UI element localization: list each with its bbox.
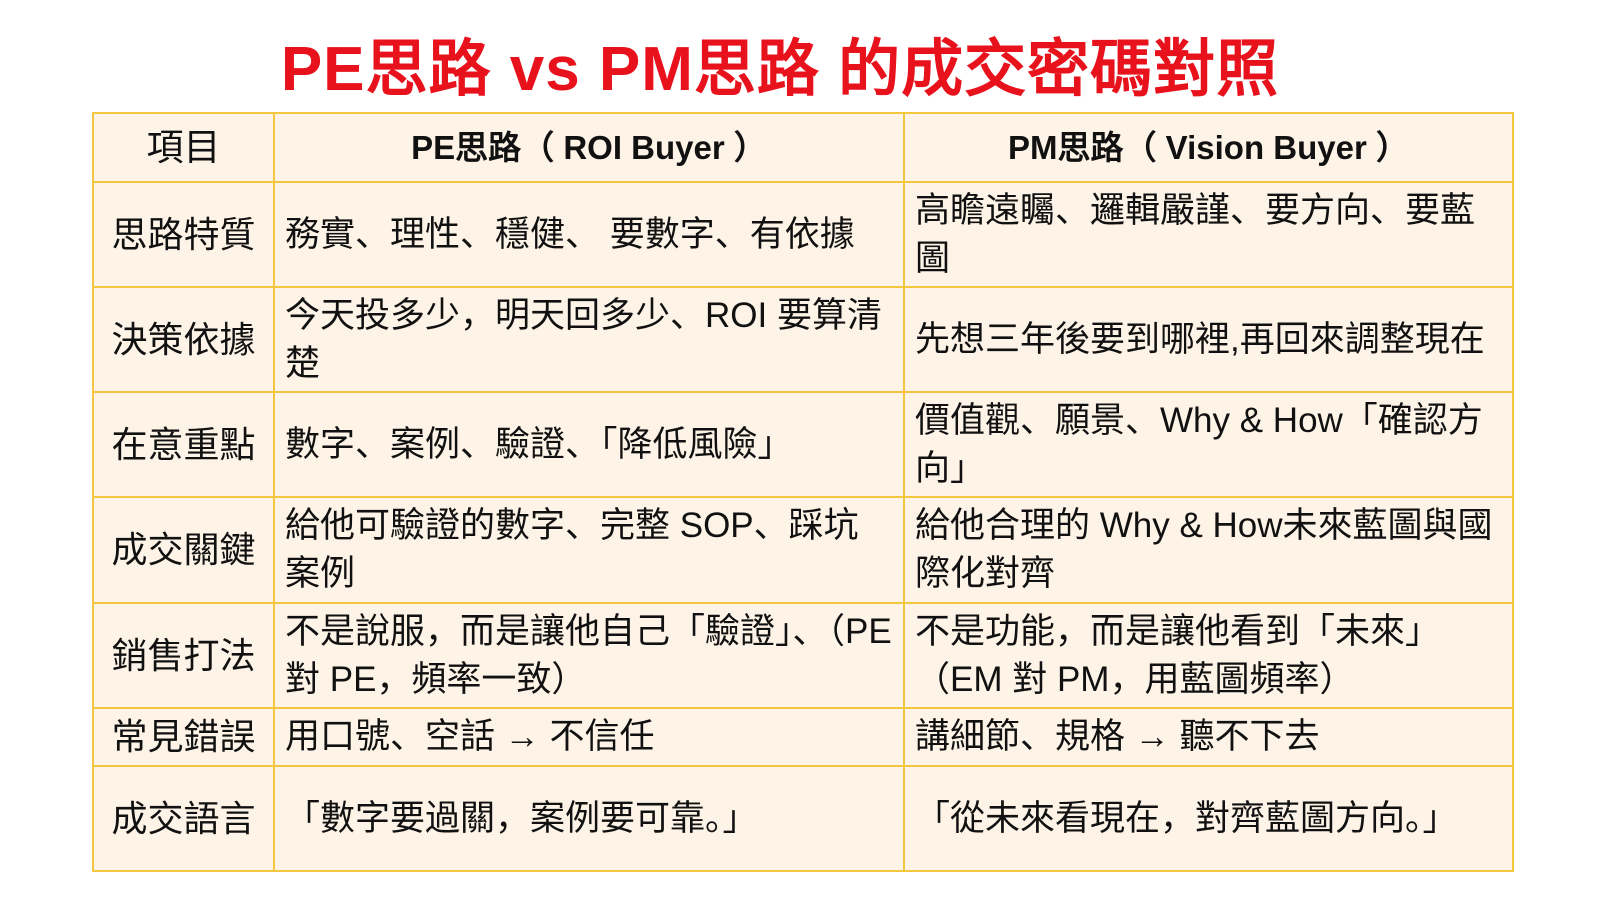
pe-cell: 數字、案例、驗證、「降低風險」: [273, 391, 905, 498]
table-row: 銷售打法 不是說服，而是讓他自己「驗證」、（PE 對 PE，頻率一致） 不是功能…: [92, 602, 1514, 709]
table-row: 思路特質 務實、理性、穩健、 要數字、有依據 高瞻遠矚、邏輯嚴謹、要方向、要藍圖: [92, 181, 1514, 288]
row-label: 常見錯誤: [92, 707, 275, 767]
row-label: 銷售打法: [92, 602, 275, 709]
row-label: 成交關鍵: [92, 496, 275, 604]
row-label: 決策依據: [92, 286, 275, 393]
pm-cell: 高瞻遠矚、邏輯嚴謹、要方向、要藍圖: [903, 181, 1514, 288]
table-row: 成交關鍵 給他可驗證的數字、完整 SOP、踩坑案例 給他合理的 Why & Ho…: [92, 496, 1514, 604]
pe-cell: 「數字要過關，案例要可靠。」: [273, 765, 905, 872]
pm-cell: 講細節、規格 → 聽不下去: [903, 707, 1514, 767]
row-label: 在意重點: [92, 391, 275, 498]
slide-title: PE思路 vs PM思路 的成交密碼對照: [280, 35, 1280, 104]
pm-cell: 不是功能，而是讓他看到「未來」（EM 對 PM，用藍圖頻率）: [903, 602, 1514, 709]
pe-cell: 今天投多少，明天回多少、ROI 要算清楚: [273, 286, 905, 393]
row-label: 思路特質: [92, 181, 275, 288]
table-row: 決策依據 今天投多少，明天回多少、ROI 要算清楚 先想三年後要到哪裡,再回來調…: [92, 286, 1514, 393]
comparison-table: 項目 PE思路（ ROI Buyer ） PM思路（ Vision Buyer …: [92, 112, 1514, 872]
pe-cell: 用口號、空話 → 不信任: [273, 707, 905, 767]
pe-cell: 務實、理性、穩健、 要數字、有依據: [273, 181, 905, 288]
pm-cell: 給他合理的 Why & How未來藍圖與國際化對齊: [903, 496, 1514, 604]
header-pe: PE思路（ ROI Buyer ）: [273, 112, 905, 183]
table-row: 成交語言 「數字要過關，案例要可靠。」 「從未來看現在，對齊藍圖方向。」: [92, 765, 1514, 872]
pe-cell: 不是說服，而是讓他自己「驗證」、（PE 對 PE，頻率一致）: [273, 602, 905, 709]
header-item: 項目: [92, 112, 275, 183]
table-header-row: 項目 PE思路（ ROI Buyer ） PM思路（ Vision Buyer …: [92, 112, 1514, 183]
table-row: 在意重點 數字、案例、驗證、「降低風險」 價值觀、願景、Why & How「確認…: [92, 391, 1514, 498]
header-pm: PM思路（ Vision Buyer ）: [903, 112, 1514, 183]
table-row: 常見錯誤 用口號、空話 → 不信任 講細節、規格 → 聽不下去: [92, 707, 1514, 767]
row-label: 成交語言: [92, 765, 275, 872]
pm-cell: 價值觀、願景、Why & How「確認方向」: [903, 391, 1514, 498]
pm-cell: 先想三年後要到哪裡,再回來調整現在: [903, 286, 1514, 393]
pm-cell: 「從未來看現在，對齊藍圖方向。」: [903, 765, 1514, 872]
pe-cell: 給他可驗證的數字、完整 SOP、踩坑案例: [273, 496, 905, 604]
